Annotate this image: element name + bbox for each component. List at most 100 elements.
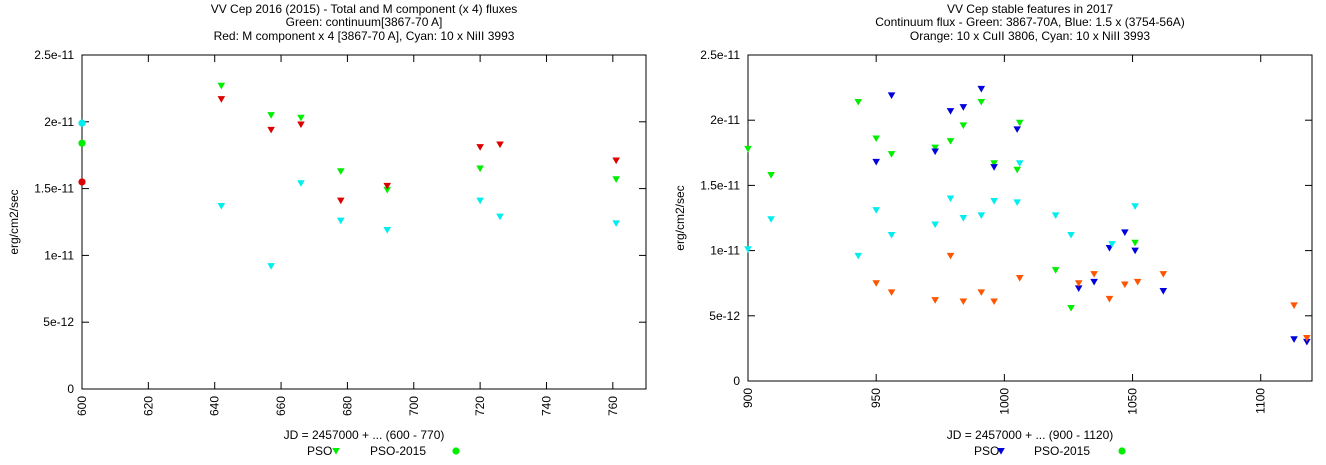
data-point — [931, 148, 939, 156]
data-point — [297, 121, 305, 129]
data-point — [336, 217, 345, 225]
data-point — [977, 212, 986, 219]
data-point — [1105, 295, 1114, 303]
series-4 — [78, 178, 86, 186]
data-point — [297, 180, 305, 187]
data-point — [744, 246, 752, 253]
chart-2-title-line: VV Cep stable features in 2017 — [947, 2, 1113, 16]
series-2 — [872, 252, 1311, 342]
data-point — [959, 215, 968, 222]
y-axis-label: erg/cm2/sec — [673, 185, 687, 250]
x-tick-label: 1000 — [997, 388, 1011, 415]
data-point — [476, 165, 484, 173]
y-tick-label: 0 — [67, 382, 74, 396]
data-point — [383, 227, 392, 234]
data-point — [1051, 212, 1060, 219]
y-tick-label: 1.5e-11 — [700, 178, 740, 192]
y-tick-label: 0 — [733, 374, 740, 388]
data-point — [1303, 334, 1311, 342]
x-tick-label: 760 — [606, 396, 620, 416]
legend-label: PSO-2015 — [370, 444, 426, 458]
data-point — [1108, 241, 1116, 248]
data-point — [744, 145, 752, 153]
data-point — [1290, 302, 1298, 309]
chart-1-plot-frame — [81, 54, 647, 390]
data-point — [267, 112, 275, 119]
data-point — [1133, 278, 1142, 286]
x-tick-label: 660 — [274, 396, 288, 416]
chart-2: VV Cep stable features in 2017Continuum … — [673, 2, 1313, 458]
legend-marker — [1118, 447, 1126, 455]
series-0 — [744, 98, 1139, 312]
data-point — [612, 157, 620, 165]
data-point — [612, 176, 620, 183]
data-point — [217, 202, 226, 210]
chart-2-plot-frame — [747, 54, 1313, 382]
y-tick-label: 5e-12 — [43, 315, 74, 329]
x-tick-label: 700 — [407, 396, 421, 416]
chart-1-title-line: Green: continuum[3867-70 A] — [286, 15, 443, 29]
chart-1-points — [78, 82, 620, 270]
y-tick-label: 1.5e-11 — [34, 182, 74, 196]
data-point — [267, 126, 275, 134]
chart-1-title-line: Red: M component x 4 [3867-70 A], Cyan: … — [214, 29, 515, 43]
data-point — [990, 298, 998, 306]
x-tick-label: 740 — [539, 396, 553, 416]
y-tick-label: 2e-11 — [710, 113, 740, 127]
data-point — [78, 139, 86, 147]
data-point — [383, 186, 392, 194]
data-point — [946, 108, 955, 115]
data-point — [959, 122, 968, 130]
data-point — [1159, 271, 1168, 278]
data-point — [946, 138, 955, 145]
x-tick-label: 620 — [141, 396, 155, 416]
data-point — [612, 220, 620, 227]
chart-2-title-line: Continuum flux - Green: 3867-70A, Blue: … — [875, 15, 1185, 29]
data-point — [267, 263, 275, 270]
data-point — [946, 195, 955, 203]
series-5 — [78, 119, 86, 127]
data-point — [1074, 285, 1083, 293]
x-tick-label: 640 — [208, 396, 222, 416]
data-point — [977, 289, 986, 296]
data-point — [217, 96, 226, 103]
data-point — [1105, 244, 1114, 252]
data-point — [767, 171, 775, 179]
data-point — [872, 158, 880, 166]
data-point — [336, 197, 345, 205]
y-tick-label: 1e-11 — [44, 248, 74, 262]
data-point — [1090, 278, 1098, 286]
series-3 — [744, 160, 1139, 260]
x-tick-label: 680 — [340, 396, 354, 416]
data-point — [1067, 304, 1075, 312]
x-tick-label: 600 — [75, 396, 89, 416]
y-tick-label: 2e-11 — [44, 115, 74, 129]
data-point — [1159, 288, 1168, 295]
data-point — [78, 178, 86, 186]
data-point — [476, 144, 484, 151]
chart-2-points — [744, 85, 1311, 346]
data-point — [1131, 247, 1139, 255]
data-point — [476, 197, 484, 205]
y-tick-label: 2.5e-11 — [34, 48, 74, 62]
data-point — [931, 221, 939, 229]
data-point — [887, 92, 896, 100]
data-point — [1051, 267, 1060, 274]
data-point — [78, 119, 86, 127]
data-point — [1121, 229, 1129, 236]
data-point — [1121, 281, 1129, 289]
data-point — [1015, 160, 1024, 167]
data-point — [977, 98, 986, 106]
chart-2-title-line: Orange: 10 x CuII 3806, Cyan: 10 x NiII … — [910, 29, 1150, 43]
data-point — [872, 207, 880, 214]
data-point — [990, 160, 998, 167]
y-tick-label: 5e-12 — [709, 309, 740, 323]
legend-label: PSO — [307, 444, 332, 458]
series-1 — [872, 85, 1311, 346]
data-point — [887, 151, 896, 158]
data-point — [1013, 166, 1021, 174]
x-axis-label: JD = 2457000 + ... (900 - 1120) — [947, 428, 1114, 442]
y-axis-label: erg/cm2/sec — [7, 189, 21, 254]
chart-1: VV Cep 2016 (2015) - Total and M compone… — [7, 2, 647, 458]
